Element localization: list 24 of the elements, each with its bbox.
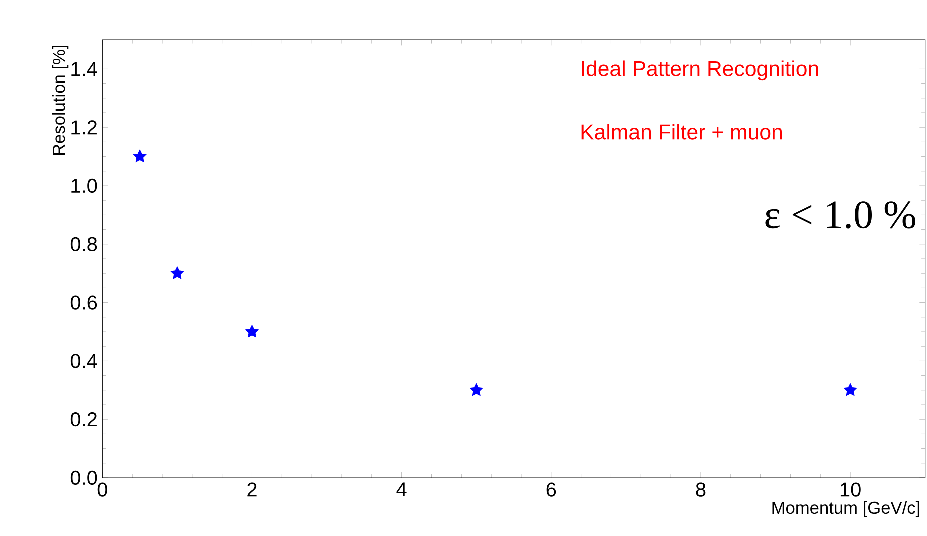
y-axis-title: Resolution [%] bbox=[52, 46, 69, 156]
y-tick-label: 0.8 bbox=[70, 237, 98, 252]
point bbox=[470, 383, 484, 396]
y-tick-label: 0.4 bbox=[70, 354, 98, 368]
point bbox=[246, 325, 259, 338]
y-tick-label: 0.6 bbox=[70, 296, 98, 310]
x-axis-title: Momentum [GeV/c] bbox=[772, 501, 920, 518]
annotation: ε < 1.0 % bbox=[766, 202, 916, 229]
point bbox=[133, 150, 147, 162]
y-tick-label: 1.0 bbox=[72, 178, 98, 194]
x-tick-label: 6 bbox=[546, 482, 556, 497]
x-tick-label: 10 bbox=[840, 482, 861, 497]
x-tick-label: 2 bbox=[248, 482, 257, 497]
annotation: Ideal Pattern Recognition bbox=[582, 60, 818, 81]
annotation: Kalman Filter + muon bbox=[582, 124, 782, 140]
x-tick-label: 8 bbox=[696, 482, 706, 497]
point bbox=[170, 266, 184, 280]
x-tick-label: 4 bbox=[396, 482, 407, 496]
y-tick-label: 1.2 bbox=[72, 120, 97, 135]
y-tick-label: 0.2 bbox=[70, 412, 97, 427]
x-tick-label: 0 bbox=[98, 482, 108, 497]
y-tick-label: 1.4 bbox=[72, 62, 98, 76]
point bbox=[844, 383, 858, 396]
y-tick-label: 0.0 bbox=[70, 470, 98, 486]
